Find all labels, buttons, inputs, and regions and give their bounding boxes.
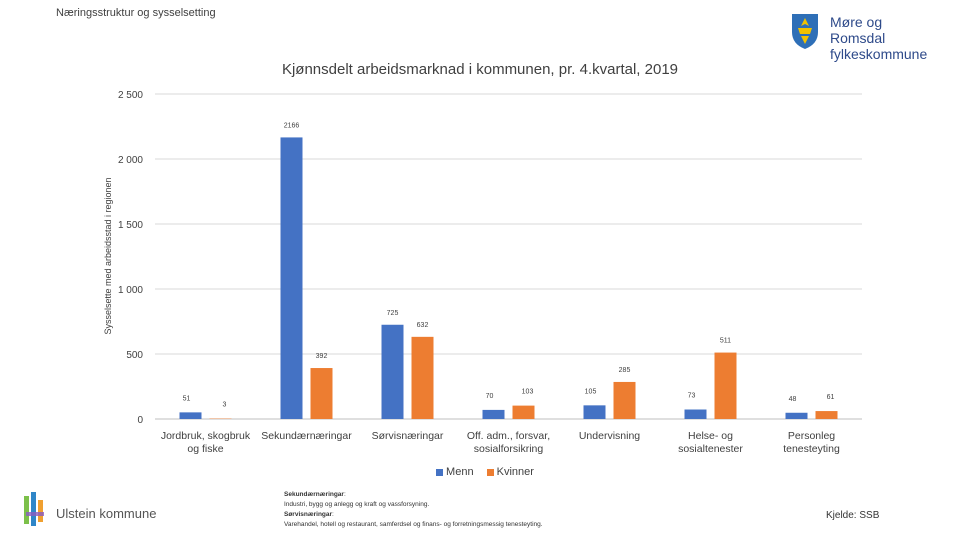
bar-menn — [583, 405, 606, 419]
note-serv-text: Varehandel, hotell og restaurant, samfer… — [284, 521, 543, 528]
x-tick-label: Undervisning — [579, 430, 640, 442]
chart-legend: Menn Kvinner — [0, 466, 960, 478]
x-tick-label: Off. adm., forsvar, — [467, 430, 550, 442]
legend-swatch-kvinner — [486, 468, 494, 476]
municipality-name: Ulstein kommune — [56, 506, 157, 521]
x-tick-label: sosialtenester — [678, 443, 743, 455]
data-label: 70 — [486, 393, 494, 400]
logo-line2: fylkeskommune — [830, 46, 928, 62]
x-tick-label: tenesteyting — [783, 443, 840, 455]
y-tick-label: 1 500 — [118, 220, 143, 231]
bar-kvinner — [411, 336, 434, 419]
ulstein-emblem-icon — [24, 492, 44, 526]
y-tick-label: 1 000 — [118, 285, 143, 296]
x-tick-label: Helse- og — [688, 430, 733, 442]
bar-kvinner — [815, 411, 838, 419]
x-tick-label: Sekundærnæringar — [261, 430, 352, 442]
x-tick-label: Jordbruk, skogbruk — [161, 430, 251, 442]
y-tick-label: 2 500 — [118, 90, 143, 101]
data-label: 103 — [522, 389, 534, 396]
bar-kvinner — [310, 368, 333, 419]
data-label: 392 — [316, 353, 328, 360]
x-tick-label: Personleg — [788, 430, 835, 442]
fylkeskommune-logo: Møre og Romsdal fylkeskommune — [790, 12, 940, 62]
legend-label-kvinner: Kvinner — [496, 466, 534, 478]
data-label: 511 — [720, 338, 731, 345]
y-axis-label: Sysselsette med arbeidsstad i regionen — [103, 177, 113, 334]
logo-line1: Møre og Romsdal — [830, 14, 886, 46]
legend-swatch-menn — [436, 468, 444, 476]
note-sec-label: Sekundærnæringar — [284, 491, 344, 498]
bar-menn — [482, 409, 505, 419]
data-label: 73 — [688, 393, 696, 400]
y-tick-label: 0 — [137, 415, 143, 426]
bar-menn — [280, 137, 303, 420]
bar-kvinner — [613, 381, 636, 419]
note-sec-text: Industri, bygg og anlegg og kraft og vas… — [284, 501, 430, 508]
data-label: 632 — [417, 322, 429, 329]
header-title: Næringsstruktur og sysselsetting — [56, 7, 216, 19]
chart-title: Kjønnsdelt arbeidsmarknad i kommunen, pr… — [281, 61, 679, 78]
data-label: 285 — [619, 367, 631, 374]
y-tick-label: 2 000 — [118, 155, 143, 166]
bar-menn — [785, 412, 808, 419]
footnote: Sekundærnæringar: Industri, bygg og anle… — [284, 490, 704, 530]
data-label: 51 — [183, 395, 191, 402]
bar-menn — [381, 324, 404, 419]
bar-menn — [684, 409, 707, 419]
y-tick-label: 500 — [126, 350, 143, 361]
data-label: 61 — [827, 394, 835, 401]
note-serv-label: Sørvisnæringar — [284, 511, 333, 518]
data-label: 48 — [789, 396, 797, 403]
x-tick-label: og fiske — [187, 443, 223, 455]
bar-menn — [179, 412, 202, 419]
data-label: 2166 — [284, 122, 300, 129]
ulstein-logo: Ulstein kommune — [20, 492, 200, 532]
data-label: 105 — [585, 388, 597, 395]
data-label: 3 — [223, 402, 227, 409]
bar-kvinner — [714, 352, 737, 419]
x-tick-label: sosialforsikring — [474, 443, 544, 455]
coat-of-arms-icon — [792, 14, 818, 49]
bar-kvinner — [512, 405, 535, 419]
source-label: Kjelde: SSB — [826, 510, 880, 521]
data-label: 725 — [387, 310, 399, 317]
x-tick-label: Sørvisnæringar — [372, 430, 444, 442]
legend-label-menn: Menn — [446, 466, 474, 478]
